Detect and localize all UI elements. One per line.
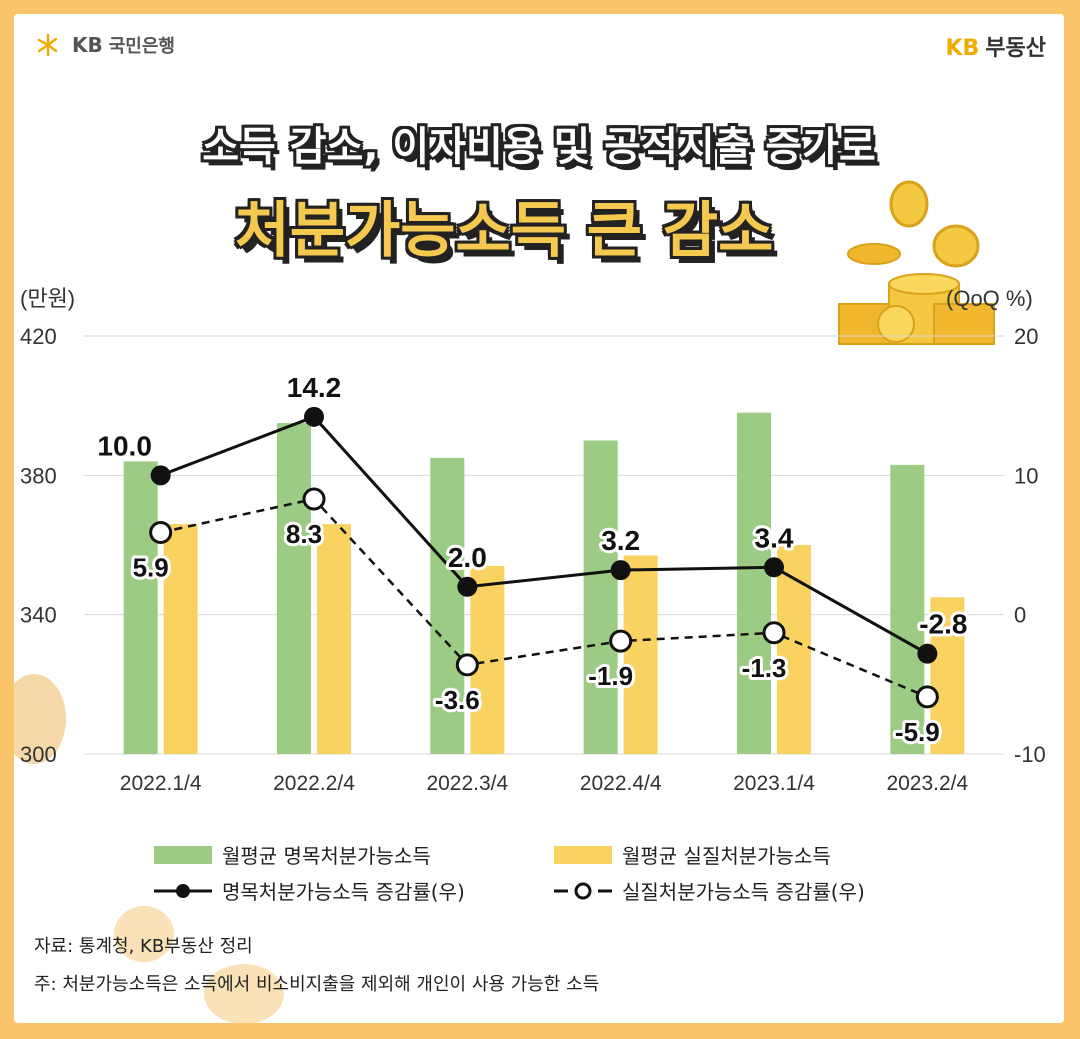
coin-icon-bottom	[94, 894, 294, 1023]
category-label: 2022.4/4	[580, 772, 662, 795]
point-real-growth	[917, 687, 937, 707]
left-axis-unit-label: (만원)	[20, 286, 75, 311]
legend-label: 명목처분가능소득 증감률(우)	[222, 876, 465, 905]
point-nominal-growth	[457, 577, 477, 597]
legend-item-nominal-bar: 월평균 명목처분가능소득	[154, 840, 431, 869]
category-label: 2022.2/4	[273, 772, 355, 795]
dashed-line-marker-icon	[554, 881, 612, 901]
bar-nominal-income	[277, 423, 311, 754]
bar-nominal-income	[737, 413, 771, 754]
point-nominal-growth	[151, 465, 171, 485]
right-axis-tick-label: 10	[1014, 463, 1038, 488]
right-axis-tick-label: 0	[1014, 603, 1026, 628]
real-growth-label: 8.3	[286, 519, 322, 549]
legend-label: 실질처분가능소득 증감률(우)	[622, 876, 865, 905]
legend-label: 월평균 실질처분가능소득	[622, 840, 831, 869]
category-label: 2022.3/4	[426, 772, 508, 795]
point-nominal-growth	[304, 407, 324, 427]
point-real-growth	[151, 522, 171, 542]
line-real-growth	[161, 499, 928, 697]
nominal-growth-label: 10.0	[97, 430, 152, 461]
nominal-growth-label: 14.2	[287, 372, 342, 403]
real-growth-label: 5.9	[133, 552, 169, 582]
point-nominal-growth	[917, 644, 937, 664]
source-note: 자료: 통계청, KB부동산 정리	[34, 932, 253, 958]
real-growth-label: -3.6	[435, 685, 480, 715]
legend-item-real-line: 실질처분가능소득 증감률(우)	[554, 876, 865, 905]
left-axis-tick-label: 420	[20, 324, 57, 349]
nominal-growth-label: 3.4	[755, 522, 794, 553]
bar-nominal-income	[124, 461, 158, 754]
legend-label: 월평균 명목처분가능소득	[222, 840, 431, 869]
real-growth-label: -1.9	[588, 661, 633, 691]
point-nominal-growth	[764, 557, 784, 577]
line-nominal-growth	[161, 417, 928, 654]
left-axis-tick-label: 300	[20, 742, 57, 767]
footnote: 주: 처분가능소득은 소득에서 비소비지출을 제외해 개인이 사용 가능한 소득	[34, 970, 599, 996]
bar-nominal-income	[584, 441, 618, 755]
right-axis-unit-label: (QoQ %)	[946, 286, 1033, 311]
left-axis-tick-label: 380	[20, 463, 57, 488]
bar-real-income	[624, 555, 658, 754]
bar-real-income	[164, 524, 198, 754]
income-chart: 300 340 380 420 -10 0 10 20 (만원) (QoQ %) 2022.1/4 2…	[14, 14, 1064, 834]
point-nominal-growth	[611, 560, 631, 580]
point-real-growth	[457, 655, 477, 675]
category-label: 2023.1/4	[733, 772, 815, 795]
right-axis-tick-label: -10	[1014, 742, 1046, 767]
bar-real-income	[317, 524, 351, 754]
solid-line-marker-icon	[154, 881, 212, 901]
legend-swatch-green	[154, 846, 212, 864]
nominal-growth-label: 3.2	[601, 525, 640, 556]
infographic-card: KB 국민은행 KB 부동산 소득 감소, 이자비용 및 공적지출 증가로 처분가…	[14, 14, 1064, 1023]
left-axis-tick-label: 340	[20, 603, 57, 628]
legend-item-real-bar: 월평균 실질처분가능소득	[554, 840, 831, 869]
point-real-growth	[304, 489, 324, 509]
right-axis-tick-label: 20	[1014, 324, 1038, 349]
real-growth-label: -5.9	[895, 717, 940, 747]
real-growth-label: -1.3	[742, 653, 787, 683]
point-real-growth	[764, 623, 784, 643]
nominal-growth-label: -2.8	[919, 609, 967, 640]
point-real-growth	[611, 631, 631, 651]
category-label: 2022.1/4	[120, 772, 202, 795]
category-label: 2023.2/4	[886, 772, 968, 795]
legend-item-nominal-line: 명목처분가능소득 증감률(우)	[154, 876, 465, 905]
bar-real-income	[777, 545, 811, 754]
nominal-growth-label: 2.0	[448, 542, 487, 573]
legend-swatch-yellow	[554, 846, 612, 864]
